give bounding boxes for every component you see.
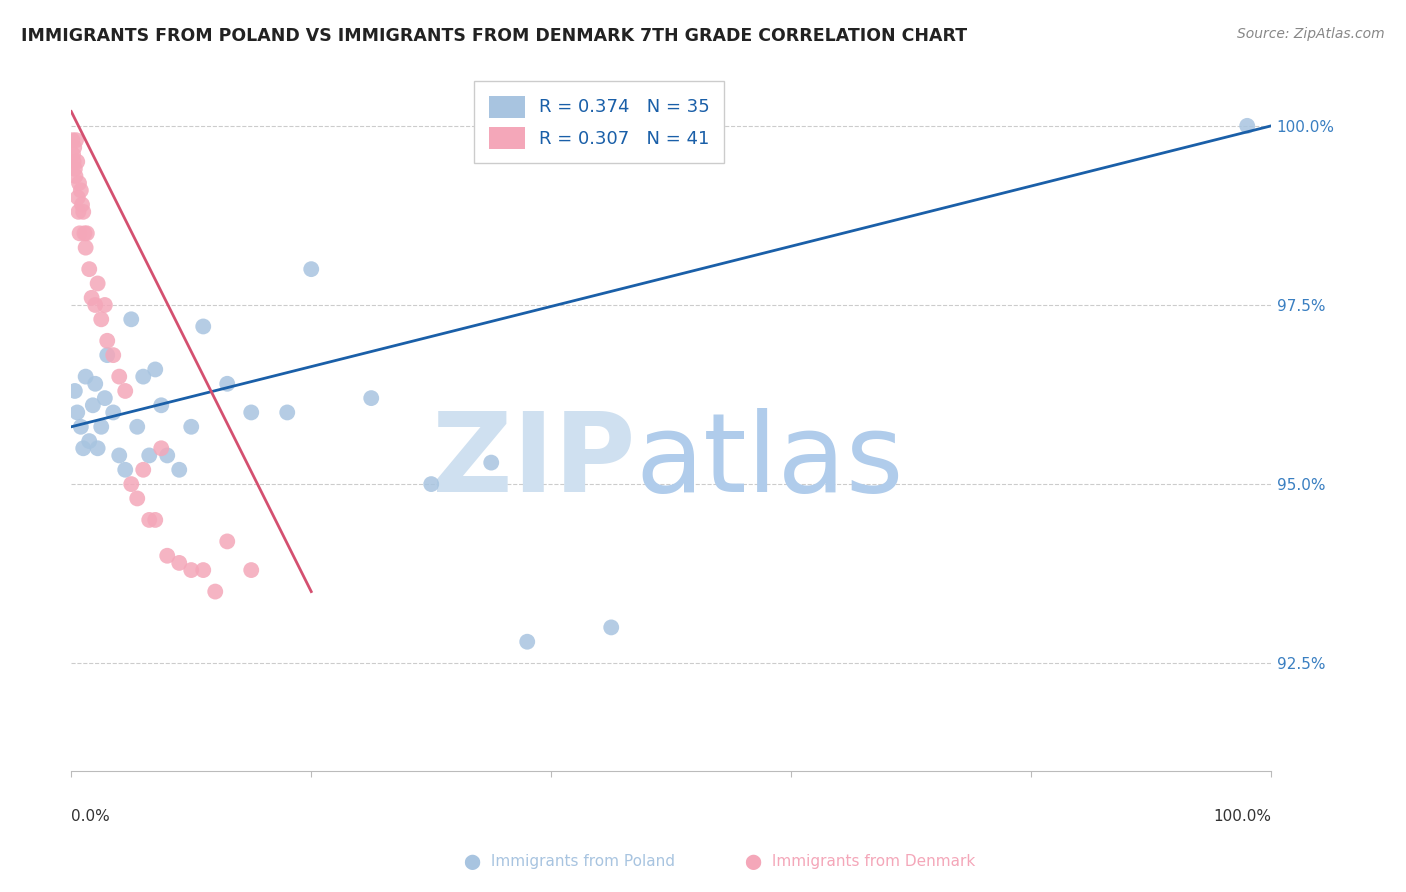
Point — [84, 376, 107, 391]
Point — [132, 369, 155, 384]
Point — [63, 161, 86, 176]
Point — [1236, 119, 1258, 133]
Point — [217, 376, 239, 391]
Text: ⬤  Immigrants from Denmark: ⬤ Immigrants from Denmark — [745, 854, 976, 870]
Point — [479, 456, 502, 470]
Point — [66, 190, 89, 204]
Point — [167, 463, 190, 477]
Point — [94, 391, 117, 405]
Point — [516, 634, 538, 648]
Text: ZIP: ZIP — [432, 409, 636, 516]
Point — [86, 277, 108, 291]
Text: Source: ZipAtlas.com: Source: ZipAtlas.com — [1237, 27, 1385, 41]
Point — [86, 442, 108, 456]
Point — [150, 398, 173, 412]
Point — [240, 563, 263, 577]
Point — [120, 477, 142, 491]
Point — [114, 384, 136, 398]
Point — [73, 227, 96, 241]
Text: 100.0%: 100.0% — [1213, 809, 1271, 824]
Point — [193, 563, 215, 577]
Point — [67, 176, 90, 190]
Point — [114, 463, 136, 477]
Point — [132, 463, 155, 477]
Point — [72, 442, 94, 456]
Point — [77, 434, 100, 449]
Legend: R = 0.374   N = 35, R = 0.307   N = 41: R = 0.374 N = 35, R = 0.307 N = 41 — [474, 81, 724, 163]
Point — [70, 197, 93, 211]
Point — [72, 204, 94, 219]
Point — [360, 391, 382, 405]
Point — [108, 369, 131, 384]
Point — [76, 227, 98, 241]
Point — [77, 262, 100, 277]
Point — [63, 140, 86, 154]
Point — [65, 133, 87, 147]
Point — [138, 449, 160, 463]
Point — [82, 398, 104, 412]
Point — [167, 556, 190, 570]
Point — [143, 362, 166, 376]
Point — [67, 204, 90, 219]
Point — [62, 154, 84, 169]
Point — [90, 419, 112, 434]
Point — [65, 169, 87, 183]
Point — [75, 369, 97, 384]
Point — [63, 384, 86, 398]
Point — [69, 183, 91, 197]
Point — [127, 419, 149, 434]
Point — [276, 405, 298, 419]
Point — [69, 419, 91, 434]
Point — [127, 491, 149, 506]
Point — [96, 334, 118, 348]
Point — [156, 449, 179, 463]
Point — [75, 241, 97, 255]
Point — [240, 405, 263, 419]
Point — [180, 563, 202, 577]
Point — [138, 513, 160, 527]
Point — [96, 348, 118, 362]
Point — [103, 348, 125, 362]
Point — [180, 419, 202, 434]
Point — [193, 319, 215, 334]
Point — [120, 312, 142, 326]
Point — [150, 442, 173, 456]
Point — [66, 154, 89, 169]
Point — [69, 227, 91, 241]
Point — [94, 298, 117, 312]
Point — [84, 298, 107, 312]
Text: ⬤  Immigrants from Poland: ⬤ Immigrants from Poland — [464, 854, 675, 870]
Point — [80, 291, 103, 305]
Point — [299, 262, 322, 277]
Text: 0.0%: 0.0% — [72, 809, 110, 824]
Point — [90, 312, 112, 326]
Point — [143, 513, 166, 527]
Point — [62, 133, 84, 147]
Text: IMMIGRANTS FROM POLAND VS IMMIGRANTS FROM DENMARK 7TH GRADE CORRELATION CHART: IMMIGRANTS FROM POLAND VS IMMIGRANTS FRO… — [21, 27, 967, 45]
Point — [600, 620, 623, 634]
Point — [62, 147, 84, 161]
Point — [103, 405, 125, 419]
Text: atlas: atlas — [636, 409, 904, 516]
Point — [420, 477, 443, 491]
Point — [66, 405, 89, 419]
Point — [156, 549, 179, 563]
Point — [217, 534, 239, 549]
Point — [108, 449, 131, 463]
Point — [204, 584, 226, 599]
